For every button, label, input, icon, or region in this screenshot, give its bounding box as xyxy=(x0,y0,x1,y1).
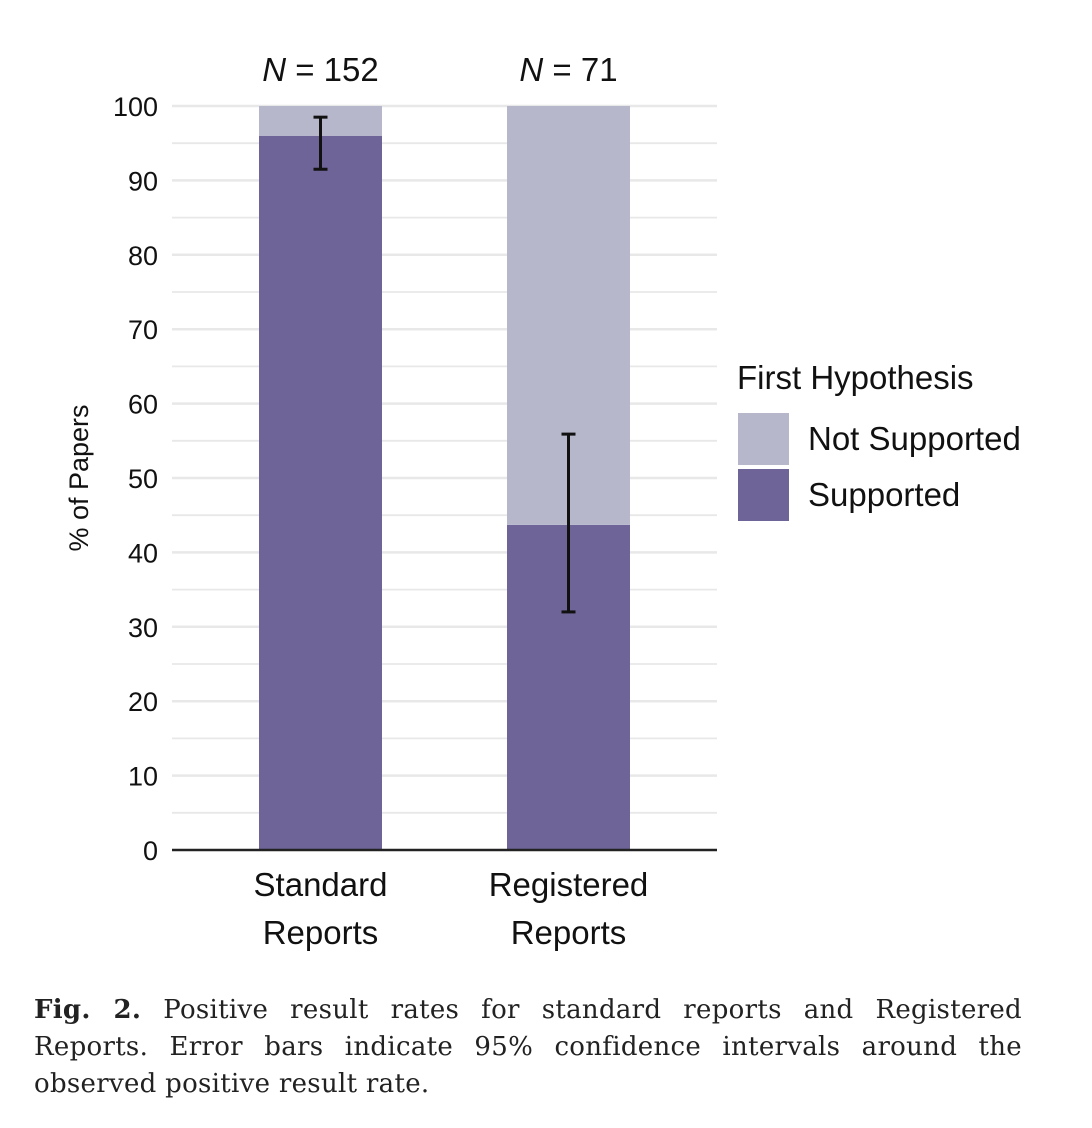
n-label: N = 152 xyxy=(262,51,379,88)
y-tick-label: 20 xyxy=(128,687,158,717)
y-tick-label: 100 xyxy=(113,92,158,122)
error-bar xyxy=(313,115,328,171)
figure-caption: Fig. 2. Positive result rates for standa… xyxy=(34,992,1022,1103)
y-axis-label: % of Papers xyxy=(64,404,94,551)
n-label-var: N xyxy=(519,51,543,88)
n-label-value: = 152 xyxy=(286,51,379,88)
x-category-label: Standard xyxy=(254,866,388,903)
y-tick-label: 90 xyxy=(128,166,158,196)
legend-title: First Hypothesis xyxy=(737,359,974,396)
y-tick-label: 70 xyxy=(128,315,158,345)
legend: First Hypothesis Not Supported Supported xyxy=(737,359,1021,521)
n-label-var: N xyxy=(262,51,286,88)
x-category-label: Registered xyxy=(489,866,649,903)
n-label-value: = 71 xyxy=(543,51,617,88)
y-tick-label: 0 xyxy=(143,836,158,866)
legend-swatch xyxy=(738,413,789,465)
y-tick-label: 60 xyxy=(128,390,158,420)
y-tick-label: 10 xyxy=(128,762,158,792)
stacked-bar-chart: 0 10 20 30 40 50 60 70 80 90 100 % of Papers N = 152… xyxy=(64,51,1021,951)
y-tick-label: 50 xyxy=(128,464,158,494)
legend-entry: Supported xyxy=(808,476,960,513)
bar-supported xyxy=(259,135,382,850)
error-bar xyxy=(561,432,576,614)
y-tick-label: 30 xyxy=(128,613,158,643)
legend-swatch xyxy=(738,469,789,521)
y-tick-label: 80 xyxy=(128,241,158,271)
caption-label: Fig. 2. xyxy=(34,995,142,1025)
x-category-label: Reports xyxy=(263,914,379,951)
y-tick-label: 40 xyxy=(128,538,158,568)
n-label: N = 71 xyxy=(519,51,617,88)
x-category-label: Reports xyxy=(511,914,627,951)
caption-text: Positive result rates for standard repor… xyxy=(34,995,1022,1099)
legend-entry: Not Supported xyxy=(808,420,1021,457)
